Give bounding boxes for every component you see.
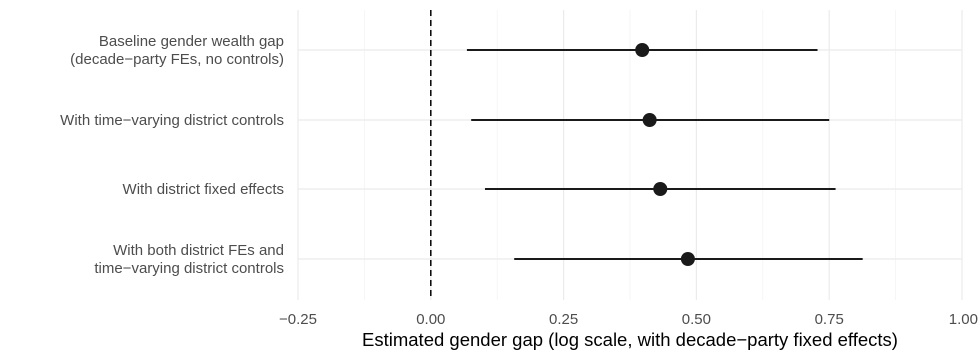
x-tick-label: 0.25: [549, 311, 578, 328]
point-estimate: [642, 113, 657, 127]
estimates: [430, 10, 863, 300]
x-tick-label: 0.75: [815, 311, 844, 328]
x-axis-ticks: −0.25 0.00 0.25 0.50 0.75 1.00: [279, 311, 978, 328]
point-estimate: [635, 43, 650, 57]
x-tick-label: 0.00: [416, 311, 445, 328]
point-estimate: [653, 182, 668, 196]
category-label: With district fixed effects: [123, 181, 284, 198]
category-label: With time−varying district controls: [60, 112, 284, 129]
grid: [297, 10, 963, 300]
category-label: time−varying district controls: [94, 260, 284, 277]
point-estimate: [680, 252, 695, 266]
x-tick-label: 1.00: [949, 311, 978, 328]
category-label: Baseline gender wealth gap: [99, 33, 284, 50]
x-tick-label: 0.50: [682, 311, 711, 328]
category-label: (decade−party FEs, no controls): [70, 51, 284, 68]
x-tick-label: −0.25: [279, 311, 317, 328]
category-label: With both district FEs and: [113, 242, 284, 259]
x-axis-title: Estimated gender gap (log scale, with de…: [362, 329, 898, 350]
y-axis-labels: Baseline gender wealth gap(decade−party …: [60, 33, 284, 277]
